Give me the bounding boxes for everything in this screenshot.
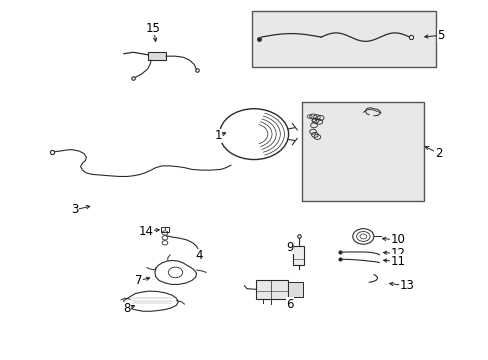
Text: 5: 5: [436, 29, 444, 42]
Text: 8: 8: [123, 302, 130, 315]
Text: 7: 7: [135, 274, 142, 287]
Text: 9: 9: [285, 240, 293, 253]
Bar: [293, 246, 304, 265]
Text: 10: 10: [389, 234, 405, 247]
Bar: [251, 11, 435, 67]
Text: 13: 13: [399, 279, 414, 292]
Text: 4: 4: [195, 249, 203, 262]
Bar: [160, 226, 169, 232]
Bar: [256, 280, 287, 299]
Text: 3: 3: [71, 203, 78, 216]
Text: 12: 12: [389, 247, 405, 260]
Text: 15: 15: [146, 22, 161, 35]
Text: 11: 11: [389, 255, 405, 267]
Text: 14: 14: [139, 225, 153, 238]
Text: 1: 1: [214, 129, 222, 143]
Text: 6: 6: [285, 298, 293, 311]
Bar: [147, 52, 165, 60]
Text: 2: 2: [434, 147, 442, 160]
Bar: [287, 282, 303, 297]
Bar: [302, 102, 424, 201]
